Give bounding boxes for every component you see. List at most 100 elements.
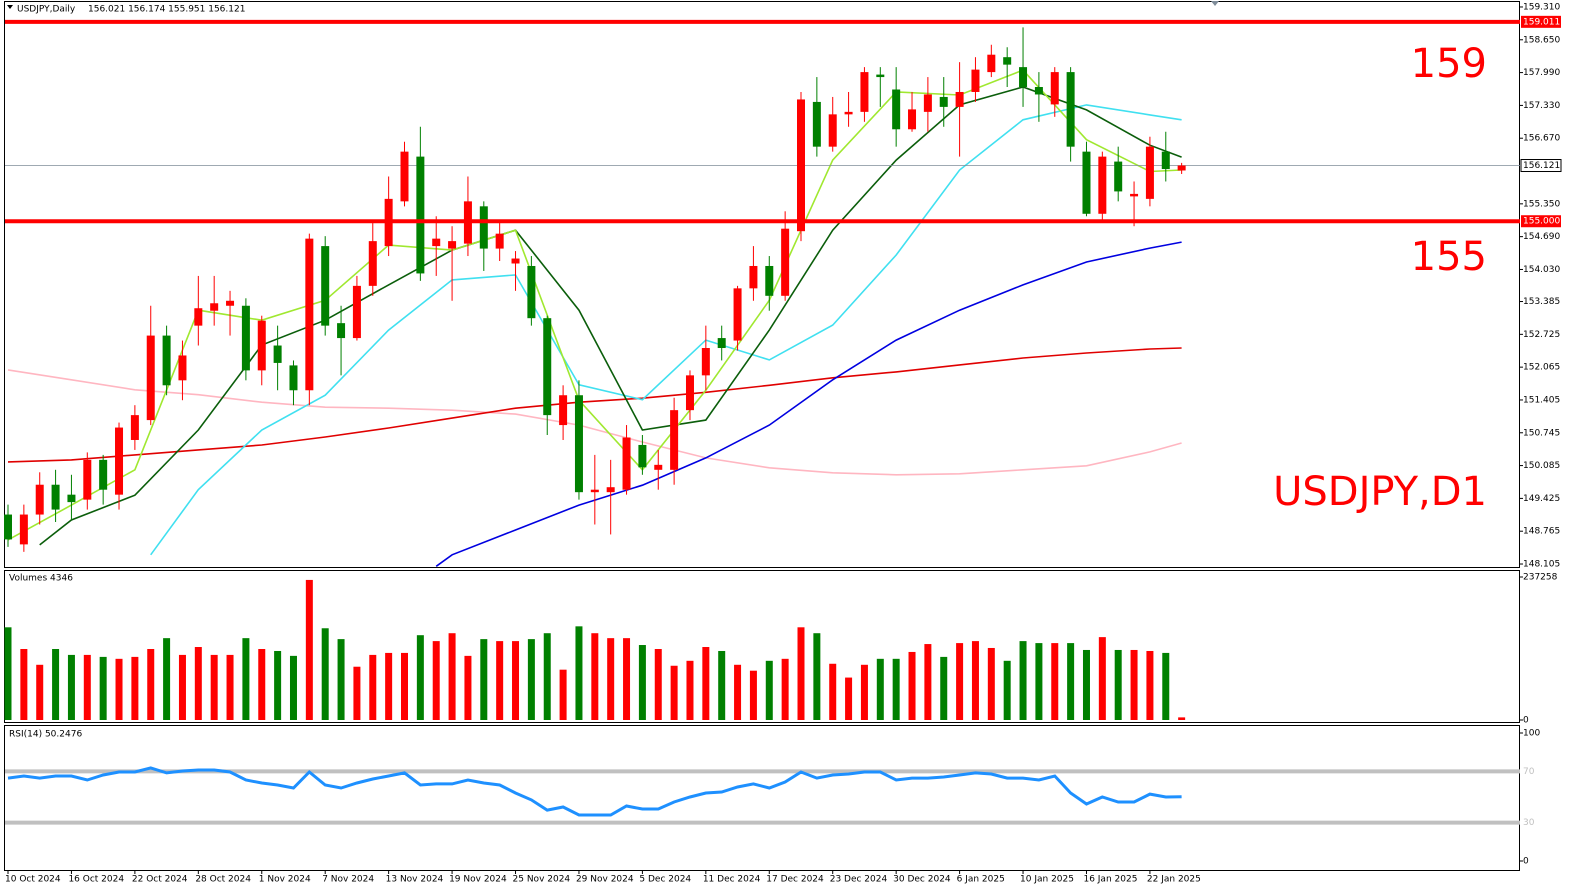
volume-bar bbox=[559, 669, 567, 720]
volume-bar bbox=[607, 638, 615, 720]
volume-bar bbox=[512, 641, 520, 720]
candle-body bbox=[1098, 156, 1107, 214]
y-tick-label: 157.990 bbox=[1523, 68, 1560, 78]
menu-arrow bbox=[7, 5, 13, 9]
volume-bar bbox=[1082, 649, 1090, 720]
volume-bar bbox=[670, 665, 678, 720]
volume-bar bbox=[654, 648, 662, 720]
y-tick-label: 159.310 bbox=[1523, 2, 1560, 12]
volume-bar bbox=[20, 648, 28, 720]
volume-bar bbox=[1130, 649, 1138, 720]
x-tick-label: 17 Dec 2024 bbox=[766, 875, 824, 885]
volume-bar bbox=[1098, 637, 1106, 720]
volume-bar bbox=[52, 648, 60, 720]
volume-bar bbox=[178, 654, 186, 720]
shift-marker bbox=[1211, 1, 1219, 6]
y-tick-label: 151.405 bbox=[1523, 395, 1560, 405]
candle-body bbox=[606, 487, 615, 493]
y-tick-label: 152.065 bbox=[1523, 363, 1560, 373]
x-tick-label: 23 Dec 2024 bbox=[830, 875, 888, 885]
candle-body bbox=[923, 94, 932, 112]
x-tick-label: 22 Oct 2024 bbox=[132, 875, 188, 885]
candle-body bbox=[226, 300, 235, 306]
y-tick-label: 154.030 bbox=[1523, 265, 1560, 275]
volume-bar bbox=[1146, 650, 1154, 720]
volume-bar bbox=[638, 645, 646, 720]
volume-bar bbox=[416, 635, 424, 720]
x-tick-label: 1 Nov 2024 bbox=[259, 875, 311, 885]
candle-body bbox=[939, 96, 948, 107]
candle-body bbox=[273, 345, 282, 363]
candle-body bbox=[812, 101, 821, 147]
candle-body bbox=[35, 484, 44, 515]
candle-body bbox=[51, 484, 60, 510]
annotation: 155 bbox=[1411, 234, 1487, 280]
moving-average bbox=[7, 369, 1182, 476]
candle-body bbox=[19, 514, 28, 545]
x-tick-label: 11 Dec 2024 bbox=[703, 875, 761, 885]
x-tick-label: 25 Nov 2024 bbox=[513, 875, 571, 885]
y-tick-label: 152.725 bbox=[1523, 330, 1560, 340]
candle-body bbox=[337, 323, 346, 339]
y-tick-label: 158.650 bbox=[1523, 35, 1560, 45]
volume-bar bbox=[591, 633, 599, 720]
candle-body bbox=[733, 288, 742, 341]
candle-body bbox=[876, 74, 885, 78]
volume-bar bbox=[575, 626, 583, 720]
candle-body bbox=[590, 489, 599, 493]
y-tick-label: 150.745 bbox=[1523, 428, 1560, 438]
y-tick-label: 0 bbox=[1523, 857, 1529, 867]
candle-body bbox=[717, 338, 726, 349]
volume-bar bbox=[1019, 641, 1027, 720]
candle-body bbox=[4, 514, 12, 540]
x-tick-label: 16 Jan 2025 bbox=[1083, 875, 1137, 885]
y-tick-label: 156.670 bbox=[1523, 134, 1560, 144]
volume-bar bbox=[432, 641, 440, 720]
y-tick-label: 237258 bbox=[1523, 573, 1558, 583]
candle-body bbox=[828, 114, 837, 147]
candle-body bbox=[574, 395, 583, 493]
volume-bar bbox=[369, 654, 377, 720]
volume-bar bbox=[623, 638, 631, 720]
volume-bar bbox=[702, 647, 710, 720]
x-tick-label: 6 Jan 2025 bbox=[957, 875, 1005, 885]
candle-body bbox=[559, 395, 568, 426]
chart-title: USDJPY,Daily bbox=[17, 5, 76, 15]
level-label-box bbox=[1521, 15, 1561, 28]
candle-body bbox=[1082, 151, 1091, 214]
volume-bar bbox=[1114, 649, 1122, 720]
volume-bar bbox=[1178, 717, 1186, 720]
candle-body bbox=[1114, 161, 1123, 192]
candle-body bbox=[130, 415, 139, 440]
candle-body bbox=[1177, 165, 1186, 171]
volume-bar bbox=[67, 654, 75, 720]
candle-body bbox=[908, 109, 917, 130]
volume-bar bbox=[274, 650, 282, 720]
current-price-label: 156.121 bbox=[1523, 161, 1560, 171]
volume-bar bbox=[1003, 660, 1011, 720]
moving-average bbox=[435, 241, 1182, 567]
candle-body bbox=[210, 303, 219, 311]
candle-body bbox=[622, 437, 631, 490]
volume-bar bbox=[226, 654, 234, 720]
volume-bar bbox=[813, 633, 821, 720]
annotation: 159 bbox=[1411, 41, 1487, 87]
y-tick-label: 157.330 bbox=[1523, 101, 1560, 111]
volume-bar bbox=[781, 658, 789, 720]
volume-bar bbox=[734, 664, 742, 720]
y-tick-label: 70 bbox=[1523, 767, 1535, 777]
candle-body bbox=[368, 241, 377, 286]
candle-body bbox=[1034, 87, 1043, 95]
x-tick-label: 22 Jan 2025 bbox=[1147, 875, 1201, 885]
volume-bar bbox=[924, 644, 932, 720]
candle-body bbox=[987, 54, 996, 73]
volume-bar bbox=[163, 638, 171, 720]
level-label: 155.000 bbox=[1523, 217, 1560, 227]
candle-body bbox=[432, 238, 441, 247]
volume-bar bbox=[321, 628, 329, 720]
candle-body bbox=[860, 72, 869, 112]
volume-bar bbox=[860, 664, 868, 720]
volume-bar bbox=[258, 648, 266, 720]
candle-body bbox=[115, 427, 124, 495]
